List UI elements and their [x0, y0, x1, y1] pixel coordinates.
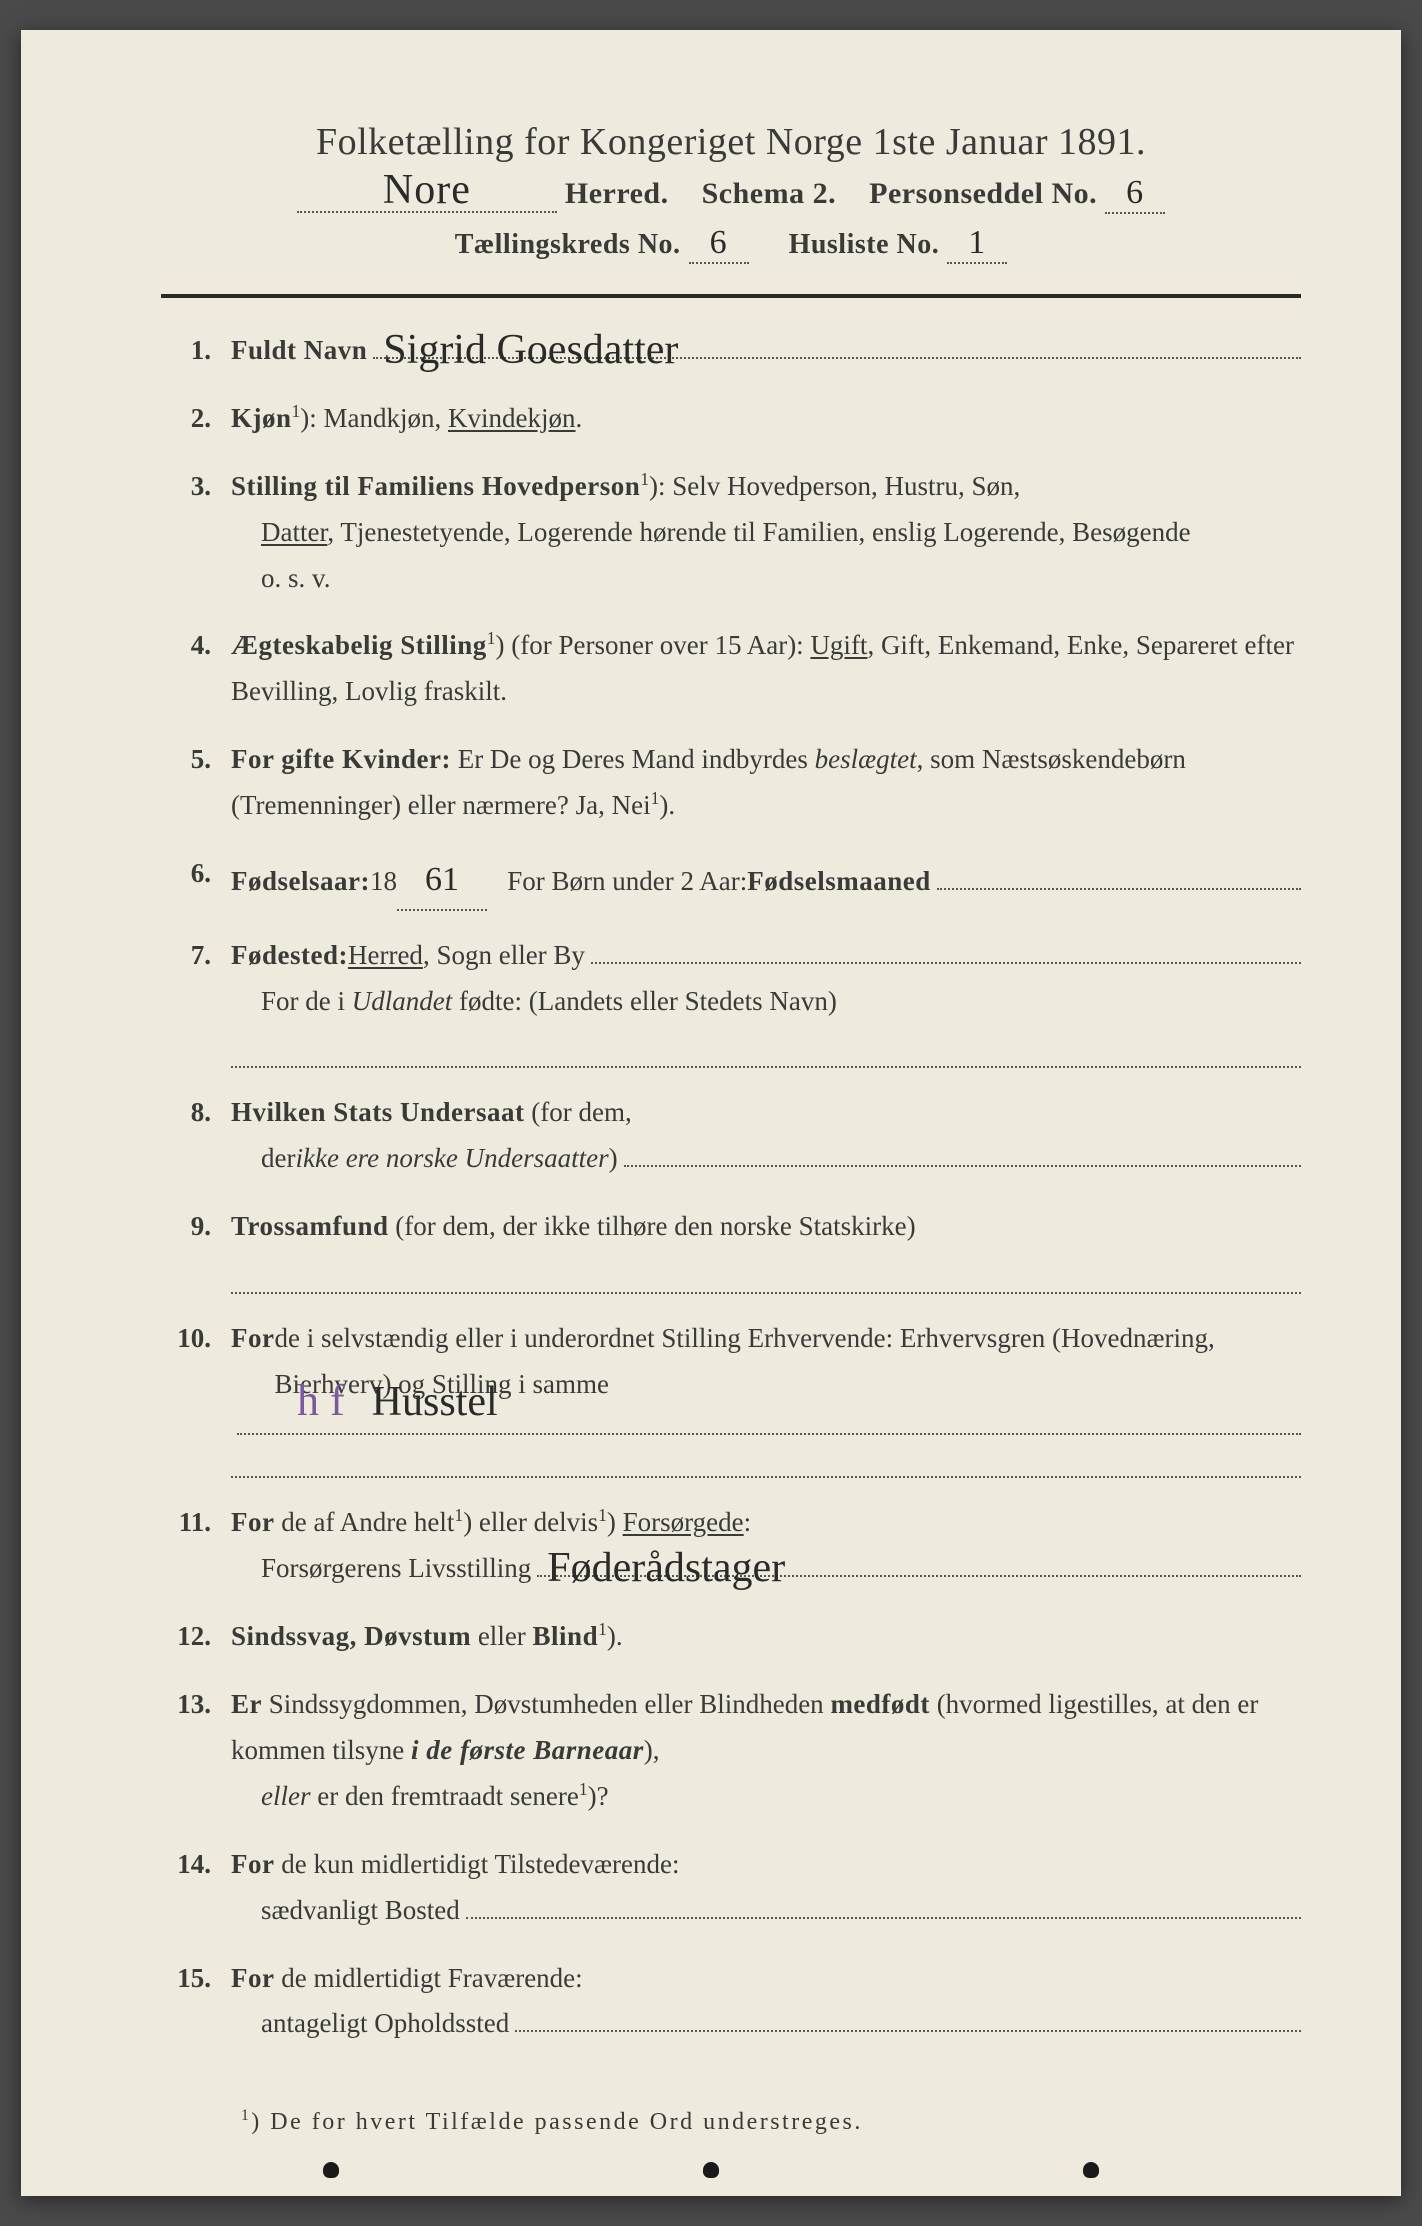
q14-value-line — [466, 1892, 1301, 1919]
q4: 4. Ægteskabelig Stilling1) (for Personer… — [161, 623, 1301, 715]
q3: 3. Stilling til Familiens Hovedperson1):… — [161, 464, 1301, 602]
q3-label: Stilling til Familiens Hovedperson — [231, 471, 640, 501]
q7: 7. Fødested: Herred, Sogn eller By For d… — [161, 933, 1301, 1069]
q7-label: Fødested: — [231, 933, 348, 979]
q15-line2: antageligt Opholdssted — [261, 2001, 509, 2047]
punch-hole-icon — [703, 2162, 719, 2178]
form-header: Folketælling for Kongeriget Norge 1ste J… — [161, 120, 1301, 264]
punch-hole-icon — [1083, 2162, 1099, 2178]
q11-line2: Forsørgerens Livsstilling — [261, 1546, 531, 1592]
q4-selected: Ugift — [810, 630, 867, 660]
q1-num: 1. — [161, 328, 231, 374]
q1: 1. Fuldt Navn Sigrid Goesdatter — [161, 328, 1301, 374]
q14-line2: sædvanligt Bosted — [261, 1888, 460, 1934]
schema-label: Schema 2. — [702, 177, 837, 211]
q7-place-line — [591, 937, 1301, 964]
footnote: 1) De for hvert Tilfælde passende Ord un… — [161, 2107, 1301, 2136]
kreds-no-field: 6 — [689, 224, 749, 264]
questions-list: 1. Fuldt Navn Sigrid Goesdatter 2. Kjøn1… — [161, 328, 1301, 2047]
q13: 13. Er Sindssygdommen, Døvstumheden elle… — [161, 1682, 1301, 1820]
q9-value-line — [231, 1256, 1301, 1294]
q6-num: 6. — [161, 851, 231, 911]
q9-num: 9. — [161, 1204, 231, 1294]
q3-etc: o. s. v. — [231, 556, 1301, 602]
q11-value: Føderådstager — [547, 1556, 785, 1581]
punch-hole-icon — [323, 2162, 339, 2178]
q7-selected: Herred — [348, 933, 423, 979]
q8: 8. Hvilken Stats Undersaat (for dem, der… — [161, 1090, 1301, 1182]
q10: 10. For de i selvstændig eller i underor… — [161, 1316, 1301, 1479]
main-title: Folketælling for Kongeriget Norge 1ste J… — [161, 120, 1301, 164]
q1-value-line: Sigrid Goesdatter — [373, 332, 1301, 359]
q10-blank-line — [231, 1441, 1301, 1479]
q13-label: Er — [231, 1689, 262, 1719]
census-form-page: Folketælling for Kongeriget Norge 1ste J… — [21, 30, 1401, 2196]
q4-num: 4. — [161, 623, 231, 715]
q7-num: 7. — [161, 933, 231, 1069]
q2-selected: Kvindekjøn — [448, 403, 576, 433]
q15-label: For — [231, 1963, 274, 1993]
q2-label: Kjøn — [231, 403, 292, 433]
q9: 9. Trossamfund (for dem, der ikke tilhør… — [161, 1204, 1301, 1294]
q15-value-line — [515, 2005, 1301, 2032]
q5-label: For gifte Kvinder: — [231, 744, 451, 774]
q10-value-line: h f Husstel — [237, 1408, 1301, 1435]
q15: 15. For de midlertidigt Fraværende: anta… — [161, 1956, 1301, 2048]
punch-holes — [21, 2162, 1401, 2178]
q11-num: 11. — [161, 1500, 231, 1592]
q5-num: 5. — [161, 737, 231, 829]
herred-field: Nore — [297, 177, 557, 213]
q6-label2: Fødselsmaaned — [747, 859, 931, 905]
q12: 12. Sindssvag, Døvstum eller Blind1). — [161, 1614, 1301, 1660]
q6-label: Fødselsaar: — [231, 859, 370, 905]
q6-month-line — [937, 863, 1301, 890]
q10-num: 10. — [161, 1316, 231, 1479]
q8-num: 8. — [161, 1090, 231, 1182]
header-line-3: Tællingskreds No. 6 Husliste No. 1 — [161, 224, 1301, 264]
q11-underlined: Forsørgede — [623, 1507, 744, 1537]
q10-label: For — [231, 1316, 274, 1362]
q12-num: 12. — [161, 1614, 231, 1660]
q11: 11. For de af Andre helt1) eller delvis1… — [161, 1500, 1301, 1592]
q14-num: 14. — [161, 1842, 231, 1934]
husliste-label: Husliste No. — [789, 229, 940, 261]
q4-label: Ægteskabelig Stilling — [231, 630, 487, 660]
q12-label: Sindssvag, Døvstum — [231, 1621, 471, 1651]
personseddel-label: Personseddel No. — [869, 177, 1097, 211]
q2-num: 2. — [161, 396, 231, 442]
q10-value: Husstel — [372, 1379, 498, 1425]
q7-blank-line — [231, 1031, 1301, 1069]
q8-label: Hvilken Stats Undersaat — [231, 1097, 525, 1127]
q2: 2. Kjøn1): Mandkjøn, Kvindekjøn. — [161, 396, 1301, 442]
q11-value-line: Føderådstager — [537, 1550, 1301, 1577]
kreds-label: Tællingskreds No. — [455, 229, 681, 261]
divider-rule — [161, 294, 1301, 298]
header-line-2: Nore Herred. Schema 2. Personseddel No. … — [161, 174, 1301, 214]
q14-label: For — [231, 1849, 274, 1879]
q8-value-line — [624, 1140, 1301, 1167]
q3-num: 3. — [161, 464, 231, 602]
q1-value: Sigrid Goesdatter — [383, 338, 678, 363]
q15-num: 15. — [161, 1956, 231, 2048]
q13-num: 13. — [161, 1682, 231, 1820]
person-no-field: 6 — [1105, 174, 1165, 214]
q12-label2: Blind — [533, 1621, 599, 1651]
q5: 5. For gifte Kvinder: Er De og Deres Man… — [161, 737, 1301, 829]
q6: 6. Fødselsaar: 1861 For Børn under 2 Aar… — [161, 851, 1301, 911]
q11-label: For — [231, 1507, 274, 1537]
q9-label: Trossamfund — [231, 1211, 389, 1241]
q3-selected: Datter — [261, 517, 327, 547]
q6-year-field: 61 — [397, 851, 487, 911]
herred-label: Herred. — [565, 177, 669, 211]
q14: 14. For de kun midlertidigt Tilstedevære… — [161, 1842, 1301, 1934]
q1-label: Fuldt Navn — [231, 328, 367, 374]
husliste-no-field: 1 — [947, 224, 1007, 264]
q10-mark: h f — [297, 1376, 345, 1425]
